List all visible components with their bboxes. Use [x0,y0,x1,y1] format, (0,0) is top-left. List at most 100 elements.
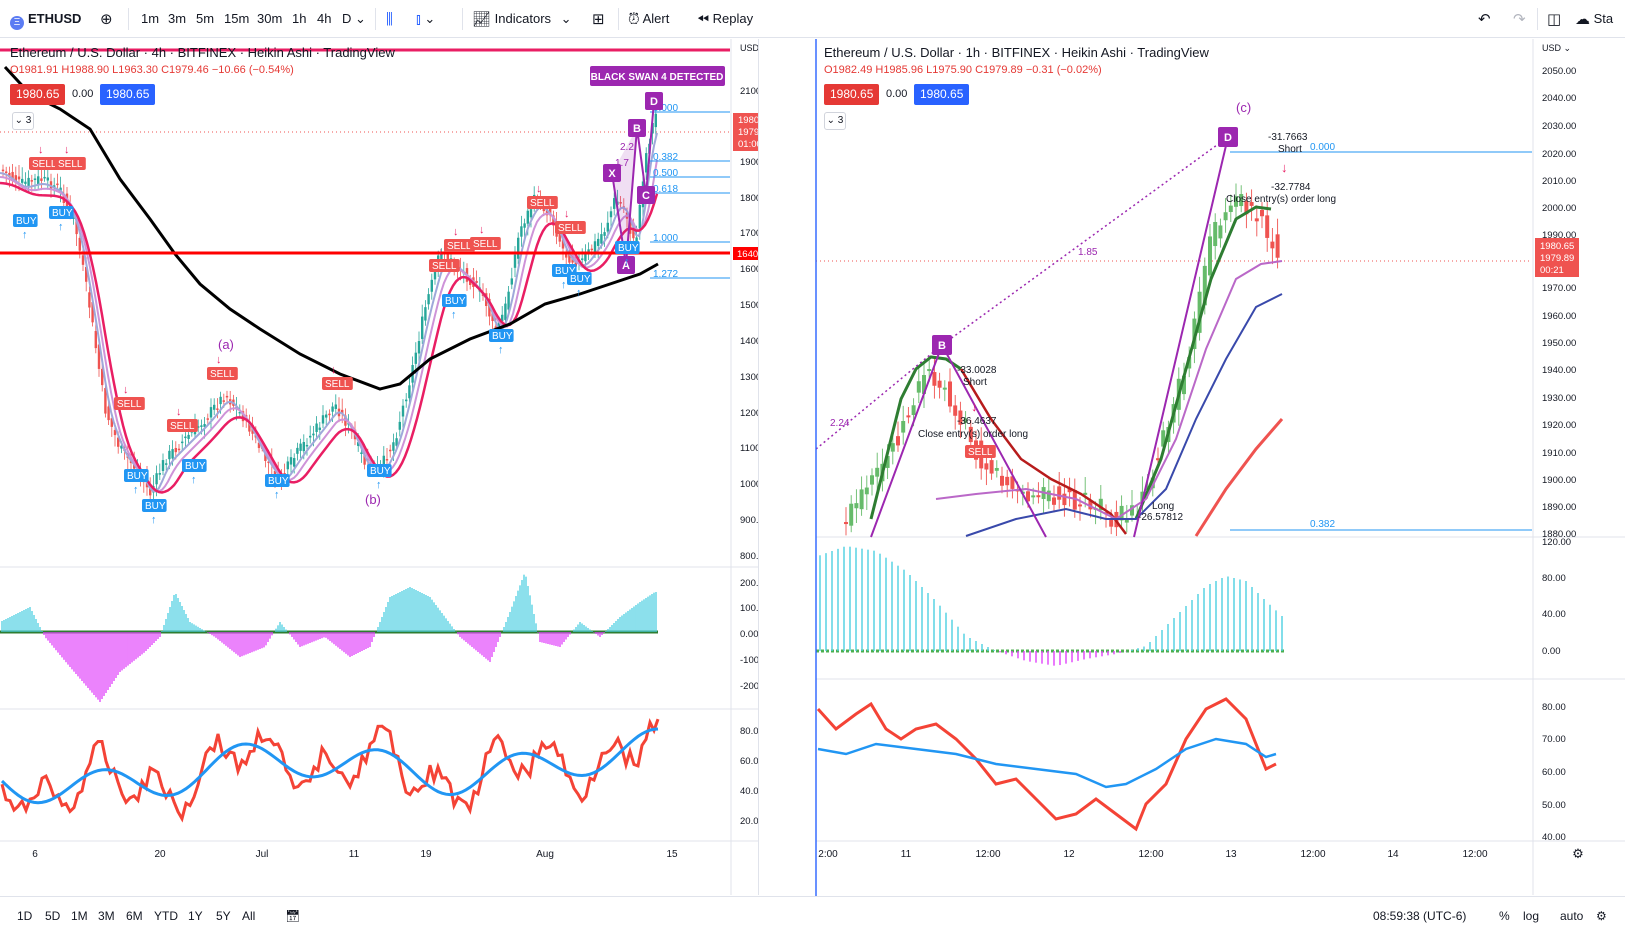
range-ytd[interactable]: YTD [154,909,178,923]
candle-body [385,459,389,461]
interval-15m[interactable]: 15m [224,11,250,26]
fib-label: 0.500 [653,168,678,179]
bar-type-button[interactable]: ⫾ ⌄ [416,0,435,38]
range-5d[interactable]: 5D [45,909,61,923]
rsi-tick: 50.00 [1542,800,1566,811]
alert-button[interactable]: ⏰︎ Alert [628,0,669,38]
candle-body [1036,495,1041,498]
candle-body [859,489,864,510]
cloud-icon: ☁︎ [1575,11,1590,28]
candle-body [181,441,184,444]
candle-body [184,436,187,439]
templates-button[interactable]: ⊞ [592,0,605,38]
candle-body [46,177,49,181]
interval-1m[interactable]: 1m [141,11,160,26]
buy-signal-bg [615,241,640,254]
candle-body [414,352,417,364]
price-tick: 1970.00 [1542,283,1576,294]
left-buy-price-button[interactable]: 1980.65 [100,84,156,105]
price-tick: 1400.00 [740,336,758,347]
candle-body [257,442,261,449]
date-range-button[interactable]: 📅︎ [285,897,300,934]
range-1d[interactable]: 1D [17,909,33,923]
undo-button[interactable]: ↶ [1478,0,1491,38]
buy-signal-bg [49,206,74,219]
right-buy-price-button[interactable]: 1980.65 [914,84,970,105]
interval-d[interactable]: D [342,11,352,26]
percent-toggle[interactable]: % [1499,909,1510,923]
candle-body [427,294,430,305]
black-swan-banner-bg [590,66,725,86]
add-symbol-button[interactable]: ⊕ [100,0,113,38]
candle-body [101,368,104,386]
candle-body [1213,221,1218,247]
range-all[interactable]: All [242,909,256,923]
range-3m[interactable]: 3M [98,909,115,923]
left-sell-price-button[interactable]: 1980.65 [10,84,66,105]
rewind-icon: ⏪︎ [697,11,710,28]
candle-body [1078,504,1082,507]
candle-type-button[interactable]: ⫼ [386,0,393,38]
right-sell-price-button[interactable]: 1980.65 [824,84,880,105]
candle-body [203,424,206,427]
range-5y[interactable]: 5Y [216,909,231,923]
left-chart-canvas[interactable]: USD ⌄ 2100.00 1900.00 1800.00 1700.00 1600.00… [0,39,777,895]
candle-body [312,433,315,436]
candle-body [1026,491,1030,502]
interval-1h[interactable]: 1h [292,11,307,26]
replay-button[interactable]: ⏪︎ Replay [697,0,753,38]
candle-body [165,463,168,465]
auto-toggle[interactable]: auto [1560,909,1584,923]
price-tick: 1200.00 [740,408,758,419]
candle-body [561,239,565,249]
undo-icon: ↶ [1478,11,1491,28]
candle-body [619,202,622,204]
range-6m[interactable]: 6M [126,909,143,923]
sell-signal: SELL [968,447,993,458]
left-chart-pane[interactable]: USD ⌄ 2100.00 1900.00 1800.00 1700.00 1600.00… [0,39,777,895]
range-1y[interactable]: 1Y [188,909,203,923]
pattern-point-c-bg [637,186,655,204]
candle-body [293,458,296,467]
rsi-tick: 40.00 [740,786,758,797]
right-chart-canvas[interactable]: USD ⌄ 2050.00 2040.00 2030.00 2020.00 2010.00… [815,39,1625,895]
gear-icon: ⚙ [1572,846,1584,861]
interval-30m[interactable]: 30m [257,11,283,26]
range-1m[interactable]: 1M [71,909,88,923]
interval-4h[interactable]: 4h [317,11,332,26]
candle-body [603,232,606,236]
redo-button[interactable]: ↷ [1513,0,1526,38]
candle-body [360,452,363,454]
candle-body [225,395,229,398]
candle-body [91,302,94,323]
buy-signal: BUY [370,466,391,477]
candle-body [56,183,59,186]
sell-arrow-icon: ↓ [438,246,444,258]
candle-body [325,414,328,418]
indicators-button[interactable]: 📈︎ Indicators ⌄ [472,0,572,38]
sell-signal-bg [322,377,353,390]
candle-body [1265,215,1270,238]
right-chart-pane[interactable]: USD ⌄ 2050.00 2040.00 2030.00 2020.00 2010.00… [815,39,1625,895]
quick-save-button[interactable]: ☁︎ Sta [1575,0,1613,38]
left-indicators-collapse[interactable]: ⌄ 3 [12,112,34,130]
candle-body [1156,458,1160,461]
symbol-search[interactable]: Ξ ETHUSD [10,0,81,38]
interval-5m[interactable]: 5m [196,11,215,26]
log-toggle[interactable]: log [1523,909,1540,923]
osc-tick: 120.00 [1542,537,1571,548]
candle-body [117,437,120,447]
price-tick: 800.00 [740,551,758,562]
interval-dropdown[interactable]: ⌄ [355,0,366,38]
settings-button[interactable]: ⚙ [1596,897,1607,934]
interval-3m[interactable]: 3m [168,11,187,26]
trade-annotation: -33.0028 [957,365,997,376]
right-indicators-collapse[interactable]: ⌄ 3 [824,112,846,130]
layout-button[interactable]: ◫ [1547,0,1561,38]
clock-label[interactable]: 08:59:38 (UTC-6) [1373,909,1467,923]
price-tick: 2040.00 [1542,93,1576,104]
candle-body [497,321,501,328]
sell-signal: SELL [447,241,472,252]
ma-green-2 [1134,205,1272,520]
candle-body [864,487,869,495]
